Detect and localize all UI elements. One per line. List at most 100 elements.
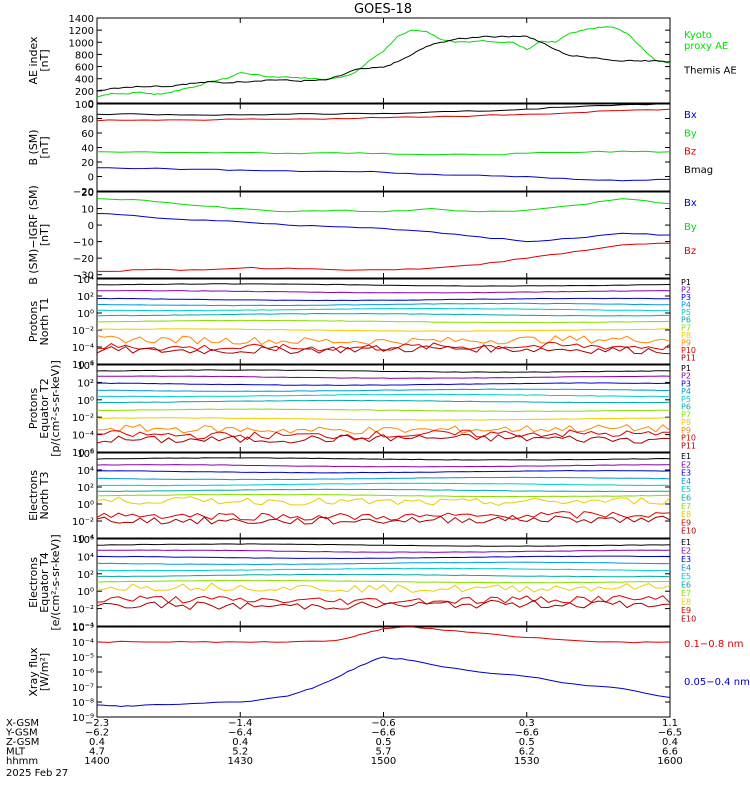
x-axis-labels: X-GSM −2.3 −1.4 −0.6 0.3 1.1 Y-GSM −6.2 −6.4 −6.6… xyxy=(5,718,683,779)
legend-entry: E10 xyxy=(681,527,696,536)
legend-entry: Bz xyxy=(684,246,696,257)
y-tick-label: 10⁻⁴ xyxy=(72,534,94,545)
y-tick-label: 10⁻² xyxy=(72,605,94,616)
x-row-label: Z-GSM xyxy=(6,737,39,748)
x-row-value: 6.2 xyxy=(519,747,535,758)
y-tick-label: 10² xyxy=(77,570,94,581)
y-tick-label: 400 xyxy=(75,75,94,86)
series-line-E4 xyxy=(96,561,671,566)
series-line-E6 xyxy=(96,573,671,578)
series-line-2 xyxy=(96,213,671,243)
series-line-P1 xyxy=(96,369,671,373)
legend-entry: P10 xyxy=(681,346,696,355)
y-tick-label: 40 xyxy=(81,144,94,155)
legend-entry: P2 xyxy=(681,372,691,381)
x-row-value: 6.6 xyxy=(662,747,678,758)
series-line-P8 xyxy=(96,417,670,421)
legend-entry: E2 xyxy=(681,547,691,556)
series-line-P7 xyxy=(97,408,671,413)
y-tick-label: 1400 xyxy=(69,14,94,25)
legend-entry: E5 xyxy=(681,572,691,581)
y-axis-label: ProtonsEquator T2[p/(cm²-s-sr-keV)] xyxy=(27,360,62,457)
legend-entry: P1 xyxy=(681,364,691,373)
y-axis-label: Xray flux[W/m²] xyxy=(27,647,51,697)
y-tick-label: 10⁰ xyxy=(77,396,94,407)
panel-e_e: 10⁶ 10⁴ 10² 10⁰ 10⁻² 10⁻⁴ ElectronsEquator T4[… xyxy=(27,534,696,633)
legend-entry: E8 xyxy=(681,598,691,607)
legend-entry: P7 xyxy=(681,323,691,332)
x-row-value: −6.6 xyxy=(515,728,539,739)
y-tick-label: 10⁰ xyxy=(77,500,94,511)
legend-entry: P6 xyxy=(681,403,691,412)
y-tick-label: 10⁻⁴ xyxy=(72,431,94,442)
y-tick-label: −20 xyxy=(73,254,94,265)
series-line-E6 xyxy=(96,488,671,493)
series-line-P2 xyxy=(96,289,671,294)
legend-entry: P6 xyxy=(681,316,691,325)
legend-entry: P8 xyxy=(681,331,691,340)
series-line-E4 xyxy=(96,476,671,481)
legend-entry: 0.05−0.4 nm xyxy=(684,677,750,688)
x-row-value: −0.6 xyxy=(371,718,395,729)
y-tick-label: 10⁰ xyxy=(77,309,94,320)
series-line-1 xyxy=(96,198,671,213)
series-line-E5 xyxy=(96,567,671,572)
y-tick-label: 60 xyxy=(81,129,94,140)
legend-entry: P3 xyxy=(681,293,691,302)
y-tick-label: 20 xyxy=(81,188,94,199)
series-line-P10 xyxy=(96,341,671,352)
legend-entry: P4 xyxy=(681,301,691,310)
y-tick-label: 200 xyxy=(75,87,94,98)
legend-entry: Bz xyxy=(684,147,696,158)
x-row-value: −6.4 xyxy=(228,728,252,739)
series-line-3 xyxy=(96,150,671,156)
x-row-value: 0.5 xyxy=(519,737,535,748)
y-tick-label: 1000 xyxy=(69,38,94,49)
y-tick-label: 10⁻³ xyxy=(72,623,94,634)
y-axis-label: ElectronsNorth T3 xyxy=(27,470,51,521)
y-tick-label: 0 xyxy=(88,173,94,184)
panel-bsm: 100 80 60 40 20 0 −20 B (SM)[nT] Bx By Bz Bmag xyxy=(27,100,713,198)
y-tick-label: 10⁻⁶ xyxy=(72,448,94,459)
series-line-2 xyxy=(96,656,671,708)
series-line-4 xyxy=(97,167,670,182)
series-line-E8 xyxy=(96,582,671,593)
series-line-P7 xyxy=(96,319,671,324)
series-line-P9 xyxy=(96,335,671,346)
series-line-P4 xyxy=(96,388,671,392)
y-tick-label: 10⁴ xyxy=(77,361,94,372)
series-line-E2 xyxy=(96,464,671,468)
legend-entry: E1 xyxy=(681,538,691,547)
x-row-value: −6.6 xyxy=(371,728,395,739)
legend-entry: E8 xyxy=(681,510,691,519)
panel-bigrf: 20 10 0 −10 −20 −30 B (SM)−IGRF (SM)[nT] Bx By Bz xyxy=(27,185,697,285)
series-line-2 xyxy=(96,35,671,92)
series-line-P1 xyxy=(96,283,671,287)
x-row-value: −1.4 xyxy=(228,718,252,729)
x-row-label: X-GSM xyxy=(6,718,39,729)
legend-entry: P10 xyxy=(681,434,696,443)
series-line-P5 xyxy=(96,307,671,312)
y-tick-label: 10⁴ xyxy=(77,552,94,563)
y-tick-label: 10⁻² xyxy=(72,517,94,528)
y-axis-label: B (SM)[nT] xyxy=(27,129,51,165)
legend-entry: P9 xyxy=(681,338,691,347)
legend-entry: E9 xyxy=(681,606,691,615)
y-tick-label: −30 xyxy=(73,271,94,282)
y-tick-label: 10⁻⁷ xyxy=(72,683,94,694)
legend-entry: E1 xyxy=(681,452,691,461)
series-line-E10 xyxy=(96,599,671,611)
y-tick-label: 20 xyxy=(81,158,94,169)
series-line-E1 xyxy=(96,457,671,461)
y-tick-label: 10⁻⁹ xyxy=(72,713,94,724)
y-tick-label: 0 xyxy=(88,221,94,232)
y-tick-label: 800 xyxy=(75,50,94,61)
plot-title: GOES-18 xyxy=(354,2,412,17)
legend-entry: Kyoto proxy AE xyxy=(684,30,728,52)
legend-entry: E3 xyxy=(681,555,691,564)
x-row-value: 0.4 xyxy=(232,737,248,748)
series-line-E9 xyxy=(96,595,671,606)
